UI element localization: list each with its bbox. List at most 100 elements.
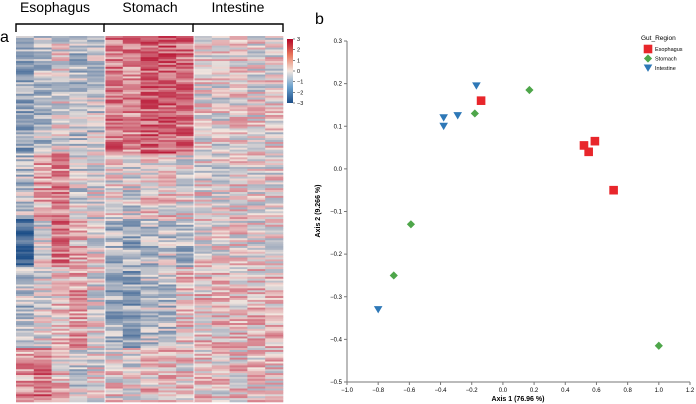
heatmap-cell bbox=[105, 61, 124, 64]
heatmap-cell bbox=[33, 36, 52, 39]
heatmap-cell bbox=[176, 215, 195, 218]
heatmap-cell bbox=[176, 153, 195, 156]
heatmap-cell bbox=[211, 290, 230, 293]
heatmap-cell bbox=[265, 373, 284, 376]
heatmap-cell bbox=[33, 396, 52, 399]
heatmap-cell bbox=[158, 317, 177, 320]
heatmap-cell bbox=[16, 234, 35, 237]
heatmap-cell bbox=[176, 80, 195, 83]
heatmap-cell bbox=[229, 76, 248, 79]
heatmap-cell bbox=[265, 41, 284, 45]
heatmap-cell bbox=[194, 371, 213, 374]
heatmap-cell bbox=[69, 357, 88, 360]
heatmap-cell bbox=[176, 271, 195, 274]
heatmap-cell bbox=[247, 324, 266, 328]
heatmap-cell bbox=[16, 184, 35, 187]
heatmap-cell bbox=[51, 242, 70, 245]
heatmap-cell bbox=[16, 367, 35, 370]
heatmap-cell bbox=[158, 199, 177, 202]
heatmap-cell bbox=[105, 380, 124, 384]
heatmap-cell bbox=[194, 242, 213, 245]
heatmap-cell bbox=[158, 382, 177, 385]
heatmap-cell bbox=[51, 311, 70, 314]
heatmap-cell bbox=[51, 188, 70, 191]
heatmap-cell bbox=[158, 365, 177, 368]
heatmap-cell bbox=[194, 105, 213, 108]
heatmap-cell bbox=[176, 230, 195, 233]
heatmap-cell bbox=[247, 355, 266, 358]
heatmap-cell bbox=[247, 159, 266, 162]
heatmap-cell bbox=[87, 261, 106, 264]
heatmap-cell bbox=[33, 61, 52, 64]
heatmap-cell bbox=[16, 82, 35, 85]
heatmap-cell bbox=[140, 101, 159, 104]
legend-title: Gut_Region bbox=[641, 35, 676, 42]
heatmap-cell bbox=[122, 382, 141, 385]
heatmap-cell bbox=[194, 190, 213, 193]
heatmap-cell bbox=[176, 62, 195, 66]
heatmap-cell bbox=[105, 37, 124, 41]
heatmap-cell bbox=[122, 120, 141, 123]
heatmap-cell bbox=[122, 84, 141, 87]
heatmap-cell bbox=[211, 245, 230, 249]
heatmap-cell bbox=[265, 105, 284, 108]
heatmap-cell bbox=[122, 64, 141, 68]
heatmap-cell bbox=[33, 122, 52, 125]
heatmap-cell bbox=[87, 380, 106, 384]
heatmap-cell bbox=[211, 70, 230, 73]
heatmap-cell bbox=[122, 398, 141, 401]
heatmap-cell bbox=[158, 363, 177, 366]
heatmap-cell bbox=[229, 213, 248, 216]
heatmap-cell bbox=[140, 126, 159, 129]
heatmap-cell bbox=[69, 132, 88, 135]
heatmap-cell bbox=[247, 36, 266, 39]
heatmap-cell bbox=[158, 205, 177, 208]
heatmap-cell bbox=[140, 95, 159, 98]
heatmap-cell bbox=[194, 309, 213, 312]
heatmap-cell bbox=[69, 220, 88, 224]
heatmap-cell bbox=[229, 37, 248, 41]
heatmap-cell bbox=[122, 284, 141, 287]
heatmap-cell bbox=[51, 294, 70, 297]
heatmap-cell bbox=[33, 249, 52, 253]
heatmap-cell bbox=[51, 353, 70, 357]
heatmap-cell bbox=[176, 336, 195, 339]
heatmap-cell bbox=[105, 165, 124, 168]
heatmap-cell bbox=[105, 80, 124, 83]
heatmap-cell bbox=[69, 394, 88, 397]
heatmap-cell bbox=[69, 272, 88, 276]
heatmap-cell bbox=[229, 159, 248, 162]
heatmap-cell bbox=[158, 353, 177, 357]
heatmap-cell bbox=[16, 64, 35, 68]
heatmap-cell bbox=[247, 369, 266, 372]
heatmap-cell bbox=[229, 111, 248, 114]
heatmap-cell bbox=[229, 107, 248, 110]
heatmap-cell bbox=[158, 95, 177, 98]
heatmap-cell bbox=[105, 132, 124, 135]
heatmap-cell bbox=[211, 244, 230, 247]
heatmap-cell bbox=[194, 390, 213, 393]
heatmap-cell bbox=[51, 355, 70, 358]
heatmap-cell bbox=[176, 147, 195, 150]
heatmap-cell bbox=[122, 269, 141, 272]
heatmap-cell bbox=[229, 249, 248, 253]
heatmap-cell bbox=[33, 82, 52, 85]
heatmap-cell bbox=[247, 124, 266, 127]
heatmap-cell bbox=[51, 255, 70, 258]
heatmap-cell bbox=[122, 330, 141, 333]
heatmap-cell bbox=[87, 255, 106, 258]
heatmap-cell bbox=[211, 153, 230, 156]
heatmap-cell bbox=[176, 176, 195, 179]
heatmap-cell bbox=[33, 151, 52, 154]
heatmap-cell bbox=[16, 192, 35, 195]
heatmap-cell bbox=[16, 66, 35, 70]
heatmap-cell bbox=[158, 240, 177, 243]
heatmap-cell bbox=[87, 149, 106, 152]
heatmap-cell bbox=[211, 168, 230, 172]
heatmap-cell bbox=[33, 284, 52, 287]
heatmap-cell bbox=[176, 166, 195, 170]
heatmap-cell bbox=[194, 288, 213, 291]
heatmap-cell bbox=[229, 80, 248, 83]
heatmap-cell bbox=[87, 118, 106, 122]
heatmap-cell bbox=[122, 326, 141, 330]
